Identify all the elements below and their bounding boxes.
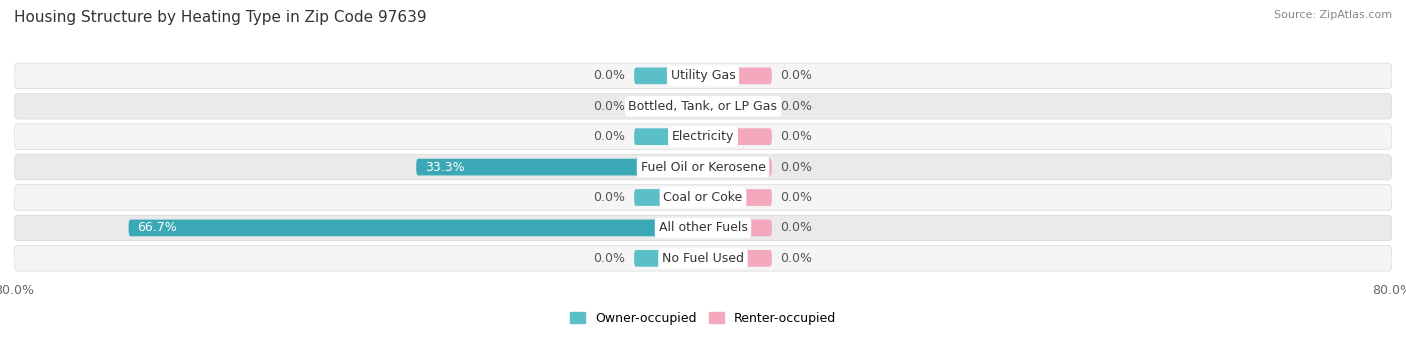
FancyBboxPatch shape: [14, 215, 1392, 241]
Text: Fuel Oil or Kerosene: Fuel Oil or Kerosene: [641, 161, 765, 174]
Text: Housing Structure by Heating Type in Zip Code 97639: Housing Structure by Heating Type in Zip…: [14, 10, 426, 25]
Text: 0.0%: 0.0%: [593, 191, 626, 204]
Text: Coal or Coke: Coal or Coke: [664, 191, 742, 204]
FancyBboxPatch shape: [703, 128, 772, 145]
Text: 0.0%: 0.0%: [780, 191, 813, 204]
Text: 0.0%: 0.0%: [593, 100, 626, 113]
Text: Utility Gas: Utility Gas: [671, 69, 735, 82]
FancyBboxPatch shape: [634, 68, 703, 84]
FancyBboxPatch shape: [128, 220, 703, 236]
Text: 0.0%: 0.0%: [593, 69, 626, 82]
Text: 0.0%: 0.0%: [780, 69, 813, 82]
FancyBboxPatch shape: [14, 246, 1392, 271]
FancyBboxPatch shape: [703, 250, 772, 267]
Text: No Fuel Used: No Fuel Used: [662, 252, 744, 265]
FancyBboxPatch shape: [703, 220, 772, 236]
Text: 0.0%: 0.0%: [593, 130, 626, 143]
Text: 33.3%: 33.3%: [425, 161, 464, 174]
FancyBboxPatch shape: [416, 159, 703, 176]
Text: All other Fuels: All other Fuels: [658, 221, 748, 234]
FancyBboxPatch shape: [703, 68, 772, 84]
FancyBboxPatch shape: [14, 93, 1392, 119]
FancyBboxPatch shape: [703, 159, 772, 176]
Text: Electricity: Electricity: [672, 130, 734, 143]
FancyBboxPatch shape: [634, 128, 703, 145]
Text: 0.0%: 0.0%: [780, 161, 813, 174]
Text: 0.0%: 0.0%: [780, 221, 813, 234]
FancyBboxPatch shape: [634, 98, 703, 115]
Text: Bottled, Tank, or LP Gas: Bottled, Tank, or LP Gas: [628, 100, 778, 113]
Text: 0.0%: 0.0%: [593, 252, 626, 265]
FancyBboxPatch shape: [703, 98, 772, 115]
FancyBboxPatch shape: [14, 185, 1392, 210]
Text: Source: ZipAtlas.com: Source: ZipAtlas.com: [1274, 10, 1392, 20]
FancyBboxPatch shape: [14, 124, 1392, 149]
FancyBboxPatch shape: [14, 154, 1392, 180]
FancyBboxPatch shape: [634, 189, 703, 206]
Text: 0.0%: 0.0%: [780, 130, 813, 143]
Text: 0.0%: 0.0%: [780, 252, 813, 265]
FancyBboxPatch shape: [14, 63, 1392, 89]
Legend: Owner-occupied, Renter-occupied: Owner-occupied, Renter-occupied: [565, 307, 841, 330]
FancyBboxPatch shape: [703, 189, 772, 206]
Text: 66.7%: 66.7%: [138, 221, 177, 234]
FancyBboxPatch shape: [634, 250, 703, 267]
Text: 0.0%: 0.0%: [780, 100, 813, 113]
